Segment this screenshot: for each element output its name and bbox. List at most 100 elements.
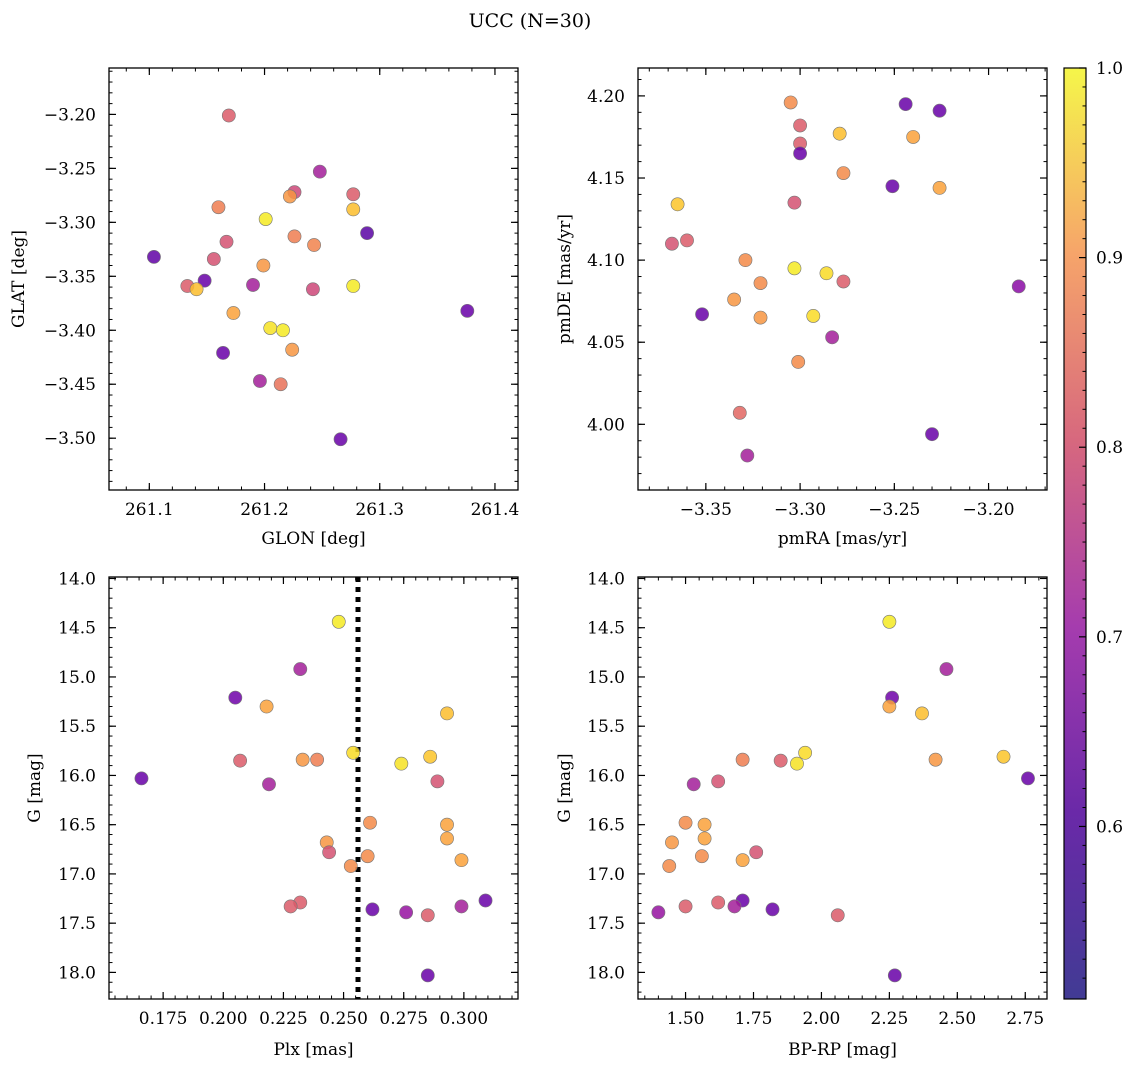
scatter-point [753, 310, 768, 325]
scatter-point [259, 699, 274, 714]
scatter-point [678, 815, 693, 830]
scatter-point [420, 908, 435, 923]
x-tick-label: 2.50 [938, 1009, 976, 1029]
x-tick-label: 0.275 [379, 1009, 428, 1029]
y-tick-label: 4.05 [587, 333, 625, 353]
scatter-point [228, 690, 243, 705]
scatter-point [832, 126, 847, 141]
figure-title: UCC (N=30) [469, 10, 592, 32]
y-tick-label: 15.5 [587, 717, 625, 737]
scatter-point [363, 815, 377, 830]
scatter-point [219, 234, 234, 249]
x-tick-label: −3.30 [774, 500, 826, 520]
scatter-point [263, 321, 278, 336]
scatter-point [787, 195, 802, 210]
scatter-point [996, 749, 1011, 764]
scatter-point [440, 831, 454, 846]
y-tick-label: 16.5 [587, 816, 625, 836]
scatter-point [333, 432, 348, 447]
y-tick-label: 17.5 [58, 914, 96, 934]
x-axis-label: pmRA [mas/yr] [778, 529, 907, 549]
colorbar-tick-label: 0.7 [1096, 628, 1123, 648]
scatter-point [740, 448, 755, 463]
y-tick-label: 4.20 [587, 87, 625, 107]
scatter-point [346, 187, 361, 202]
y-axis-label: pmDE [mas/yr] [555, 214, 575, 344]
y-tick-label: −3.30 [44, 213, 96, 233]
scatter-point [749, 845, 764, 860]
x-tick-label: 261.2 [240, 500, 289, 520]
y-tick-label: −3.25 [44, 159, 96, 179]
scatter-point [806, 309, 821, 323]
scatter-point [906, 130, 921, 144]
axes-frame [637, 67, 1048, 491]
x-axis-label: Plx [mas] [273, 1040, 353, 1060]
scatter-point [697, 831, 712, 846]
scatter-point [360, 226, 374, 241]
scatter-point [932, 103, 947, 118]
scatter-point [233, 753, 248, 768]
scatter-point [246, 278, 260, 292]
scatter-point [346, 202, 361, 217]
scatter-point [793, 118, 807, 133]
scatter-point [360, 849, 375, 864]
x-tick-label: 0.250 [319, 1009, 368, 1029]
scatter-point [189, 282, 204, 297]
x-tick-label: 2.75 [1006, 1009, 1044, 1029]
scatter-point [773, 753, 788, 768]
colorbar-tick-label: 0.8 [1096, 438, 1123, 458]
scatter-point [885, 179, 900, 194]
y-tick-label: 15.0 [587, 668, 625, 688]
scatter-point [819, 266, 834, 281]
scatter-point [697, 817, 712, 832]
x-tick-label: 0.175 [139, 1009, 188, 1029]
scatter-point [285, 342, 300, 357]
scatter-point [134, 771, 149, 786]
x-tick-label: 2.25 [870, 1009, 908, 1029]
scatter-point [147, 249, 161, 264]
scatter-point [711, 895, 726, 910]
scatter-point [346, 745, 361, 760]
y-tick-label: 15.0 [58, 668, 96, 688]
scatter-point [753, 276, 768, 291]
scatter-point [273, 377, 288, 392]
scatter-point [711, 774, 726, 789]
y-tick-label: 17.0 [587, 865, 625, 885]
scatter-point [836, 166, 851, 180]
scatter-point [686, 777, 701, 792]
y-tick-label: −3.50 [44, 429, 96, 449]
scatter-point [887, 968, 902, 983]
x-tick-label: 0.200 [199, 1009, 248, 1029]
scatter-point [430, 774, 445, 789]
scatter-point [732, 405, 747, 420]
scatter-point [440, 706, 454, 721]
y-axis-label: GLAT [deg] [9, 230, 29, 328]
scatter-point [915, 706, 929, 721]
scatter-point [399, 905, 414, 920]
scatter-panel-2: −3.35 −3.30 −3.25 −3.20 4.00 4.05 4.10 4.15 4.20… [555, 67, 1048, 549]
scatter-point [932, 180, 947, 195]
scatter-point [1011, 279, 1026, 294]
scatter-point [420, 968, 435, 983]
scatter-point [670, 197, 685, 212]
x-tick-label: −3.25 [868, 500, 920, 520]
scatter-point [928, 752, 943, 767]
scatter-point [276, 323, 290, 338]
colorbar-gradient [1063, 67, 1087, 1000]
x-axis-label: GLON [deg] [261, 529, 365, 549]
scatter-point [307, 238, 321, 252]
y-tick-label: 14.5 [58, 619, 96, 639]
scatter-point [790, 756, 804, 771]
scatter-point [440, 817, 454, 832]
scatter-point [423, 749, 438, 764]
y-tick-label: −3.35 [44, 267, 96, 287]
scatter-point [306, 282, 320, 297]
scatter-point [262, 777, 276, 792]
scatter-point [478, 893, 493, 908]
scatter-point [665, 236, 679, 251]
scatter-point [365, 902, 380, 917]
y-tick-label: 4.10 [587, 251, 625, 271]
scatter-point [312, 164, 327, 179]
y-tick-label: −3.40 [44, 321, 96, 341]
y-tick-label: 4.00 [587, 415, 625, 435]
